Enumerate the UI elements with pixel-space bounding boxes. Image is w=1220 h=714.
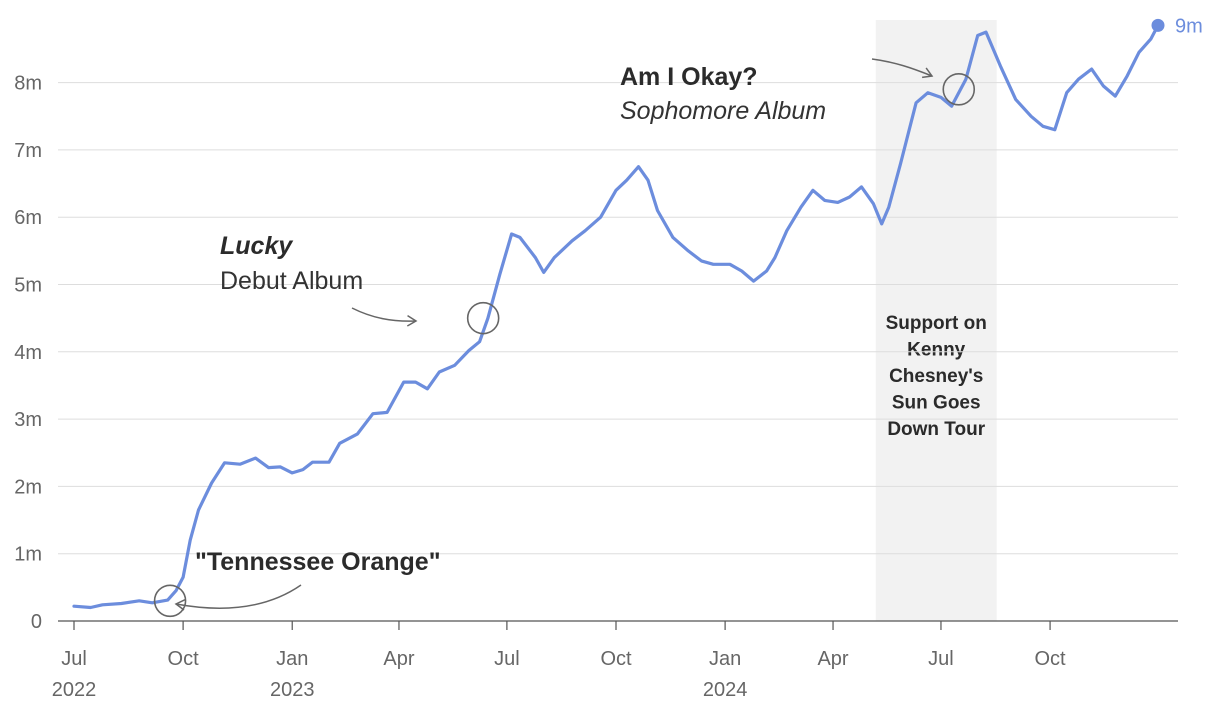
x-tick-label: Apr (817, 648, 848, 670)
annotation-arrow (175, 584, 302, 609)
annotation-arrow (351, 307, 417, 322)
series-line (72, 23, 1160, 610)
annotation-title: "Tennessee Orange" (195, 548, 441, 576)
shaded-band-label-line: Chesney's (889, 366, 983, 387)
y-tick-label: 0 (31, 611, 42, 633)
annotation-title: Lucky (220, 232, 293, 260)
shaded-band-label-line: Down Tour (887, 419, 985, 440)
annotation-subtitle: Sophomore Album (620, 97, 826, 125)
y-tick-label: 6m (14, 207, 42, 229)
y-tick-label: 2m (14, 476, 42, 498)
annotation-arrowhead (406, 315, 418, 327)
y-tick-label: 7m (14, 140, 42, 162)
y-tick-label: 1m (14, 544, 42, 566)
series-end-dot (1151, 18, 1165, 32)
x-tick-label: Jan (276, 648, 308, 670)
x-tick-label: Jul (928, 648, 954, 670)
shaded-band-label-line: Support on (886, 313, 987, 334)
x-tick-label: Jan (709, 648, 741, 670)
x-tick-label: Jul (494, 648, 520, 670)
shaded-band (875, 20, 997, 621)
y-tick-label: 4m (14, 342, 42, 364)
shaded-band-label-line: Kenny (907, 340, 966, 361)
annotation-circle (153, 584, 187, 618)
annotation-arrowhead (174, 599, 186, 611)
series-end-label: 9m (1175, 15, 1203, 37)
annotation-title: Am I Okay? (620, 63, 758, 91)
x-tick-year-label: 2024 (703, 679, 748, 701)
annotation-circle (942, 73, 976, 106)
x-tick-label: Oct (600, 648, 632, 670)
y-tick-label: 3m (14, 409, 42, 431)
x-tick-label: Oct (1035, 648, 1067, 670)
annotation-arrow (871, 58, 933, 77)
shaded-band-label: Support on Kenny Chesney's Sun Goes Down Tou… (886, 313, 987, 440)
y-tick-label: 5m (14, 275, 42, 297)
y-tick-label: 8m (14, 73, 42, 95)
annotation-subtitle: Debut Album (220, 267, 363, 295)
x-tick-label: Oct (168, 648, 200, 670)
x-tick-label: Apr (383, 648, 414, 670)
x-tick-year-label: 2022 (52, 679, 97, 701)
annotation-circle (466, 301, 500, 335)
x-tick-year-label: 2023 (270, 679, 315, 701)
shaded-band-label-line: Sun Goes (892, 393, 981, 414)
annotation-arrowhead (921, 67, 934, 79)
x-tick-label: Jul (61, 648, 87, 670)
